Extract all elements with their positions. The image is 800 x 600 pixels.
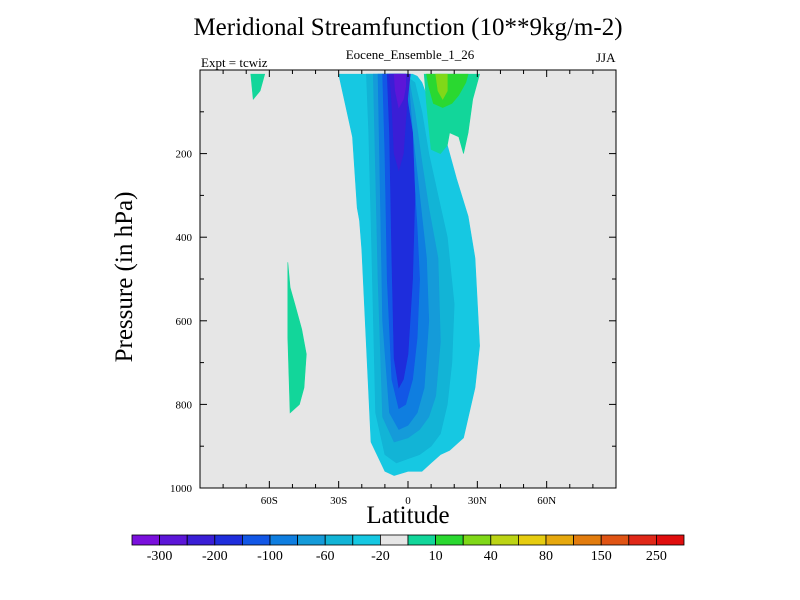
colorbar-label: -20: [371, 549, 390, 564]
y-tick-label: 400: [176, 232, 193, 244]
contour-polar-sh-patch: [250, 73, 266, 101]
colorbar-box: [269, 534, 299, 546]
colorbar-box: [186, 534, 216, 546]
plot-frame: [199, 69, 617, 489]
colorbar-label: 10: [429, 549, 443, 564]
chart-subtitle: Eocene_Ensemble_1_26: [345, 47, 475, 62]
colorbar-box: [324, 534, 354, 546]
colorbar-box: [490, 534, 519, 546]
colorbar-label: -100: [257, 549, 283, 564]
y-tick-label: 800: [176, 399, 193, 411]
colorbar-box: [545, 534, 575, 546]
colorbar-box: [407, 534, 437, 546]
x-tick-label: 60S: [261, 495, 278, 507]
y-tick-label: 600: [176, 316, 193, 328]
colorbar-label: -300: [147, 549, 173, 564]
y-tick-label: 200: [176, 149, 193, 161]
colorbar-box: [214, 534, 243, 546]
colorbar-box: [518, 534, 547, 546]
colorbar-box: [241, 534, 271, 546]
colorbar-label: 150: [591, 549, 612, 564]
season-label: JJA: [596, 50, 616, 65]
colorbar-box: [656, 534, 685, 546]
colorbar: -300 -200 -100 -60 -20 10 40 80 150 250: [131, 534, 685, 564]
colorbar-box: [352, 534, 381, 546]
colorbar-box: [462, 534, 492, 546]
colorbar-box: [628, 534, 657, 546]
colorbar-box: [600, 534, 630, 546]
colorbar-label: 80: [539, 549, 553, 564]
colorbar-label: -200: [202, 549, 228, 564]
colorbar-box: [159, 534, 188, 546]
contour-nh-cell-80: [435, 73, 448, 100]
experiment-label: Expt = tcwiz: [201, 55, 268, 70]
contour-layer: [250, 73, 480, 476]
colorbar-box: [131, 534, 161, 546]
y-tick-label: 1000: [170, 483, 193, 495]
colorbar-box: [379, 534, 409, 546]
colorbar-box: [297, 534, 326, 546]
contour-sh-midlat-patch: [287, 262, 307, 414]
x-tick-label: 30S: [330, 495, 347, 507]
x-axis-label: Latitude: [366, 502, 450, 529]
colorbar-label: -60: [316, 549, 335, 564]
x-tick-label: 60N: [537, 495, 556, 507]
colorbar-box: [435, 534, 464, 546]
colorbar-label: 250: [646, 549, 667, 564]
colorbar-label: 40: [484, 549, 498, 564]
colorbar-box: [573, 534, 602, 546]
x-tick-label: 0: [405, 495, 411, 507]
contour-sh-core-300: [393, 73, 407, 109]
x-tick-label: 30N: [468, 495, 487, 507]
chart-title: Meridional Streamfunction (10**9kg/m-2): [193, 14, 623, 41]
